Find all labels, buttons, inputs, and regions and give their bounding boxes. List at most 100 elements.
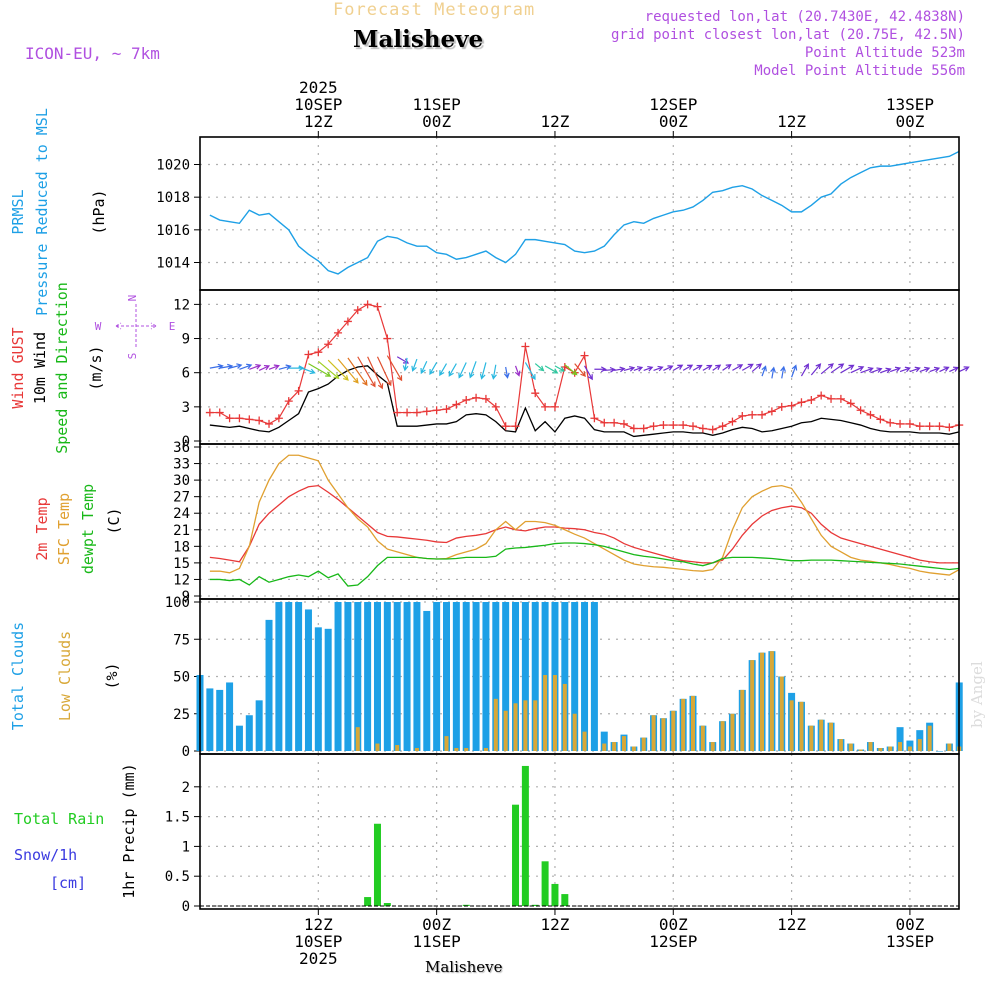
wind-direction-arrow bbox=[880, 367, 892, 374]
wind-gust-marker bbox=[728, 417, 737, 426]
total-cloud-bar bbox=[590, 602, 598, 751]
temp-unit: (C) bbox=[105, 507, 123, 534]
wind-direction-arrow bbox=[439, 363, 448, 377]
total-cloud-bar bbox=[906, 740, 914, 751]
total-cloud-bar bbox=[403, 602, 411, 751]
snow-unit: [cm] bbox=[50, 874, 86, 892]
low-cloud-bar bbox=[631, 746, 636, 751]
total-cloud-bar bbox=[581, 602, 589, 751]
y-tick-label: 1016 bbox=[156, 223, 190, 239]
wind-gust-marker bbox=[531, 389, 540, 398]
wind-gust-marker bbox=[265, 419, 274, 428]
wind-direction-arrow bbox=[633, 366, 644, 372]
wind-direction-arrow bbox=[524, 362, 536, 381]
low-cloud-bar bbox=[868, 742, 873, 751]
model-altitude: Model Point Altitude 556m bbox=[754, 63, 965, 79]
y-tick-label: 0.5 bbox=[165, 869, 190, 885]
wind-direction-arrow bbox=[830, 363, 845, 374]
low-cloud-bar bbox=[523, 700, 528, 751]
low-cloud-bar bbox=[927, 725, 932, 751]
wind-gust-marker bbox=[629, 424, 638, 433]
compass-north: N bbox=[126, 295, 139, 302]
precip-bar bbox=[551, 883, 559, 906]
compass-west: W bbox=[95, 320, 102, 333]
wind-gust-marker bbox=[580, 351, 589, 360]
wind-gust-marker bbox=[462, 396, 471, 405]
wind-direction-arrow bbox=[939, 366, 950, 373]
low-cloud-bar bbox=[907, 746, 912, 751]
total-cloud-bar bbox=[482, 602, 490, 751]
total-cloud-bar bbox=[413, 602, 421, 751]
pressure-unit: (hPa) bbox=[90, 189, 108, 234]
bottom-time-label: 00Z bbox=[659, 915, 688, 934]
top-time-label: 11SEP bbox=[413, 95, 461, 114]
wind-gust-marker bbox=[245, 415, 254, 424]
clouds-unit: (%) bbox=[103, 662, 121, 689]
pressure-line bbox=[209, 150, 960, 275]
bottom-time-label: 2025 bbox=[299, 949, 338, 968]
y-tick-label: 6 bbox=[182, 366, 190, 382]
wind-direction-arrow bbox=[958, 366, 970, 373]
wind-direction-arrow bbox=[732, 364, 744, 371]
y-tick-label: 1020 bbox=[156, 158, 190, 174]
wind-unit: (m/s) bbox=[87, 345, 105, 390]
wind-direction-arrow bbox=[337, 358, 359, 384]
low-cloud-bar bbox=[898, 742, 903, 751]
precip-bar bbox=[521, 765, 529, 906]
temp-2m-line bbox=[209, 484, 960, 564]
total-cloud-bar bbox=[492, 602, 500, 751]
wind-gust-marker bbox=[501, 422, 510, 431]
total-cloud-bar bbox=[265, 619, 273, 751]
y-tick-label: 0 bbox=[182, 744, 190, 760]
wind-gust-marker bbox=[679, 421, 688, 430]
wind-gust-marker bbox=[827, 394, 836, 403]
low-clouds-label: Low Clouds bbox=[56, 631, 74, 721]
wind-direction-arrow bbox=[420, 361, 428, 375]
wind-direction-arrow bbox=[929, 366, 941, 373]
wind-gust-marker bbox=[304, 350, 313, 359]
wind-gust-marker bbox=[886, 418, 895, 427]
y-tick-label: 1014 bbox=[156, 256, 190, 272]
wind-direction-arrow bbox=[429, 362, 438, 376]
bottom-time-label: 12SEP bbox=[649, 932, 697, 951]
total-cloud-bar bbox=[462, 602, 470, 751]
wind-direction-arrow bbox=[919, 366, 931, 373]
wind-gust-marker bbox=[797, 398, 806, 407]
total-cloud-bar bbox=[393, 602, 401, 751]
low-cloud-bar bbox=[947, 743, 952, 751]
wind-gust-marker bbox=[669, 421, 678, 430]
wind-direction-arrow bbox=[327, 359, 349, 381]
wind-gust-marker bbox=[945, 423, 954, 432]
precip-bar bbox=[531, 904, 539, 906]
wind-direction-arrow bbox=[949, 366, 960, 373]
grid-point-coords: grid point closest lon,lat (20.75E, 42.5… bbox=[610, 27, 965, 43]
low-cloud-bar bbox=[858, 749, 863, 751]
low-cloud-bar bbox=[562, 683, 567, 751]
y-tick-label: 2 bbox=[182, 780, 190, 796]
wind-gust-marker bbox=[708, 425, 717, 434]
precip-unit: 1hr Precip (mm) bbox=[120, 763, 138, 898]
low-cloud-bar bbox=[483, 748, 488, 751]
clouds-panel: 0 25 50 75 100 bbox=[165, 595, 963, 760]
wind-gust-marker bbox=[866, 410, 875, 419]
low-cloud-bar bbox=[355, 727, 360, 751]
wind-gust-marker bbox=[491, 402, 500, 411]
low-cloud-bar bbox=[878, 748, 883, 751]
total-cloud-bar bbox=[216, 689, 224, 751]
wind-direction-arrow bbox=[574, 363, 586, 377]
wind-gust-marker bbox=[718, 422, 727, 431]
wind-gust-marker bbox=[403, 408, 412, 417]
compass-arrows-icon bbox=[115, 304, 157, 348]
wind-direction-arrow bbox=[564, 364, 578, 376]
wind-direction-arrow bbox=[554, 365, 566, 372]
low-cloud-bar bbox=[414, 748, 419, 751]
wind-gust-marker bbox=[836, 394, 845, 403]
y-tick-label: 0 bbox=[182, 899, 190, 915]
low-cloud-bar bbox=[720, 721, 725, 751]
total-cloud-bar bbox=[512, 602, 520, 751]
y-tick-label: 24 bbox=[173, 506, 190, 522]
wind-direction-arrow bbox=[604, 366, 616, 373]
low-cloud-bar bbox=[621, 736, 626, 751]
temp-sfc-line bbox=[209, 454, 960, 576]
